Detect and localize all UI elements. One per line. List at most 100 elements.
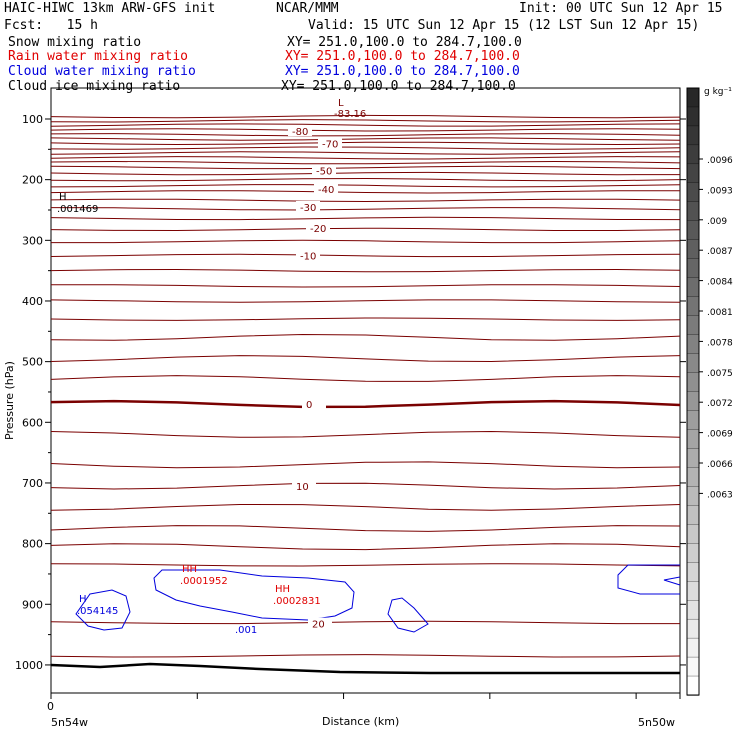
colorbar-label: .0066 — [707, 460, 733, 470]
contour-level-label: -10 — [300, 251, 316, 262]
terrain-line — [50, 662, 680, 675]
colorbar-label: .0093 — [707, 186, 733, 196]
colorbar-label: .0063 — [707, 490, 733, 500]
isotherm-line — [50, 375, 681, 382]
colorbar-swatch — [686, 163, 700, 184]
isotherm-line — [50, 430, 681, 438]
plot-frame — [50, 87, 681, 694]
x-start-tick-label: 0 — [47, 700, 54, 713]
colorbar-swatch — [686, 201, 700, 222]
isotherm-line — [50, 525, 681, 532]
colorbar-swatch — [686, 258, 700, 279]
init-time: Init: 00 UTC Sun 12 Apr 15 — [519, 1, 723, 16]
extremum-value: .001469 — [57, 204, 98, 215]
isotherm-line — [50, 151, 681, 155]
contour-level-label: -70 — [322, 139, 338, 150]
contour-label-bg — [306, 222, 330, 234]
isotherm-line — [50, 355, 681, 363]
isotherm-line — [50, 133, 681, 137]
y-tick-label: 1000 — [15, 659, 43, 672]
colorbar-swatch — [686, 334, 700, 355]
isotherm-line — [50, 284, 681, 288]
colorbar-swatch — [686, 618, 700, 639]
colorbar-label: .0096 — [707, 156, 733, 166]
colorbar-swatch — [686, 543, 700, 563]
isotherm-line — [50, 146, 681, 150]
colorbar-swatch — [686, 277, 700, 298]
colorbar-swatch — [686, 220, 700, 241]
valid-time: Valid: 15 UTC Sun 12 Apr 15 (12 LST Sun … — [308, 18, 700, 33]
contour-label-bg — [292, 479, 316, 491]
y-tick-label: 300 — [22, 234, 43, 247]
extremum-marker: H — [59, 192, 67, 203]
minimum-value: -83.16 — [334, 109, 366, 120]
colorbar-swatch — [686, 429, 700, 450]
isotherm-line — [50, 399, 681, 409]
isotherm-line — [50, 141, 681, 146]
isotherm-line — [50, 299, 681, 303]
colorbar-swatch — [686, 296, 700, 317]
colorbar-swatch — [686, 144, 700, 165]
colorbar-swatch — [686, 505, 700, 525]
colorbar-swatch — [686, 656, 700, 677]
colorbar-label: .0081 — [707, 308, 733, 318]
contour-label-bg — [288, 125, 312, 137]
contour-level-label: 10 — [296, 482, 309, 493]
field-name-cloudice: Cloud ice mixing ratio — [8, 79, 181, 94]
isotherm-line — [50, 114, 681, 119]
x-right-location: 5n50w — [638, 716, 675, 729]
isotherm-line — [50, 317, 681, 321]
isotherm-line — [50, 620, 680, 625]
colorbar-swatch — [686, 410, 700, 431]
field-xy-cloudwater: XY= 251.0,100.0 to 284.7,100.0 — [285, 64, 520, 79]
y-tick-label: 200 — [22, 174, 43, 187]
colorbar-label: .0087 — [707, 247, 733, 257]
forecast-hour: Fcst: 15 h — [4, 18, 98, 33]
minimum-marker: L — [338, 98, 344, 109]
field-name-cloudwater: Cloud water mixing ratio — [8, 64, 196, 79]
colorbar-swatch — [686, 182, 700, 203]
colorbar-label: .0078 — [707, 338, 733, 348]
colorbar-swatch — [686, 467, 700, 487]
isotherm-line — [50, 268, 681, 273]
isotherm-line — [50, 227, 681, 232]
contour-level-label: -40 — [318, 185, 334, 196]
isotherm-line — [50, 654, 681, 658]
cloud-water-contours — [75, 564, 681, 633]
extremum-value: .0001952 — [180, 576, 228, 587]
contour-label-bg — [318, 137, 342, 149]
contour-label-bg — [312, 164, 336, 176]
y-tick-label: 900 — [22, 598, 43, 611]
colorbar-label: .0075 — [707, 369, 733, 379]
colorbar-swatch — [686, 600, 700, 620]
extremum-marker: H — [79, 594, 87, 605]
field-xy-cloudice: XY= 251.0,100.0 to 284.7,100.0 — [281, 79, 516, 94]
extremum-value: .0002831 — [273, 596, 321, 607]
colorbar-swatch — [686, 486, 700, 506]
colorbar-frame — [686, 87, 700, 696]
y-axis-title: Pressure (hPa) — [3, 361, 16, 440]
colorbar-swatch — [686, 125, 700, 146]
isotherm-line — [50, 198, 681, 203]
isotherm-line — [50, 123, 681, 127]
isotherm-line — [50, 563, 681, 567]
extremum-value: .054145 — [77, 606, 118, 617]
contour-level-label: 0 — [306, 400, 312, 411]
y-tick-label: 100 — [22, 113, 43, 126]
colorbar-swatch — [686, 448, 700, 469]
isotherm-line — [50, 543, 681, 551]
colorbar-swatch — [686, 239, 700, 260]
isotherm-line — [50, 482, 681, 490]
isotherm-line — [50, 461, 681, 469]
isotherm-line — [50, 156, 681, 160]
isotherm-line — [50, 333, 681, 341]
isotherm-line — [50, 165, 681, 170]
isotherm-line — [50, 190, 680, 194]
colorbar-swatch — [686, 372, 700, 393]
contour-label-bg — [296, 200, 320, 212]
contour-level-label: 20 — [312, 620, 325, 631]
colorbar: .0096 .0093 .009 .0087 .0084 .0081 .0078 .0075.… — [686, 87, 733, 696]
isotherm-line — [50, 128, 681, 132]
